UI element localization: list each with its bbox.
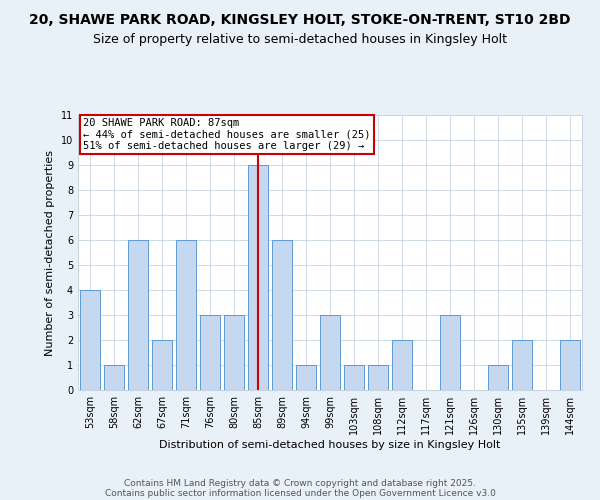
Text: 20 SHAWE PARK ROAD: 87sqm
← 44% of semi-detached houses are smaller (25)
51% of : 20 SHAWE PARK ROAD: 87sqm ← 44% of semi-… (83, 118, 371, 151)
X-axis label: Distribution of semi-detached houses by size in Kingsley Holt: Distribution of semi-detached houses by … (160, 440, 500, 450)
Bar (440, 315, 460, 390)
Bar (80, 290, 100, 390)
Bar (200, 315, 220, 390)
Bar (344, 365, 364, 390)
Bar (248, 165, 268, 390)
Bar (104, 365, 124, 390)
Y-axis label: Number of semi-detached properties: Number of semi-detached properties (46, 150, 55, 356)
Bar (224, 315, 244, 390)
Bar (296, 365, 316, 390)
Bar (560, 340, 580, 390)
Bar (368, 365, 388, 390)
Bar (488, 365, 508, 390)
Bar (320, 315, 340, 390)
Bar (128, 240, 148, 390)
Bar (152, 340, 172, 390)
Bar (176, 240, 196, 390)
Bar (272, 240, 292, 390)
Text: Size of property relative to semi-detached houses in Kingsley Holt: Size of property relative to semi-detach… (93, 32, 507, 46)
Text: Contains public sector information licensed under the Open Government Licence v3: Contains public sector information licen… (104, 488, 496, 498)
Text: Contains HM Land Registry data © Crown copyright and database right 2025.: Contains HM Land Registry data © Crown c… (124, 478, 476, 488)
Bar (392, 340, 412, 390)
Bar (512, 340, 532, 390)
Text: 20, SHAWE PARK ROAD, KINGSLEY HOLT, STOKE-ON-TRENT, ST10 2BD: 20, SHAWE PARK ROAD, KINGSLEY HOLT, STOK… (29, 12, 571, 26)
